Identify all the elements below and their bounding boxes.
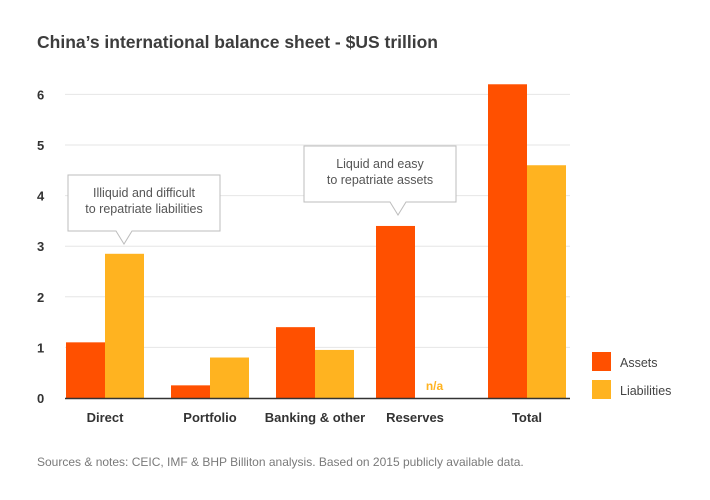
y-tick-label-3: 3 (37, 239, 44, 254)
y-tick-label-2: 2 (37, 290, 44, 305)
callout-box-1 (303, 145, 457, 216)
x-tick-label-0: Direct (87, 410, 125, 425)
legend-swatch-liabilities (592, 380, 611, 399)
y-tick-label-0: 0 (37, 391, 44, 406)
data-label-3: n/a (426, 379, 444, 393)
callout-text-0-0: Illiquid and difficult (93, 186, 195, 200)
bar-liabilities-1 (210, 357, 249, 398)
bar-assets-3 (376, 225, 415, 398)
bar-liabilities-0 (105, 253, 144, 398)
bar-assets-0 (66, 342, 105, 398)
x-tick-label-1: Portfolio (183, 410, 236, 425)
bar-assets-1 (171, 385, 210, 398)
x-tick-label-4: Total (512, 410, 542, 425)
chart-title: China’s international balance sheet - $U… (37, 32, 438, 52)
x-tick-label-2: Banking & other (265, 410, 365, 425)
bar-liabilities-4 (527, 165, 566, 398)
bar-liabilities-2 (315, 349, 354, 398)
y-tick-label-4: 4 (37, 189, 45, 204)
y-tick-label-1: 1 (37, 340, 44, 355)
legend-label-liabilities: Liabilities (620, 384, 671, 398)
legend-label-assets: Assets (620, 356, 658, 370)
source-footnote: Sources & notes: CEIC, IMF & BHP Billito… (37, 455, 524, 469)
callout-text-1-1: to repatriate assets (327, 173, 433, 187)
x-tick-label-3: Reserves (386, 410, 444, 425)
bar-assets-4 (488, 84, 527, 398)
y-tick-label-5: 5 (37, 138, 44, 153)
callout-box-0 (67, 174, 221, 245)
callout-text-0-1: to repatriate liabilities (85, 202, 202, 216)
callout-text-1-0: Liquid and easy (336, 157, 424, 171)
y-tick-label-6: 6 (37, 87, 44, 102)
legend-swatch-assets (592, 352, 611, 371)
bar-assets-2 (276, 327, 315, 398)
